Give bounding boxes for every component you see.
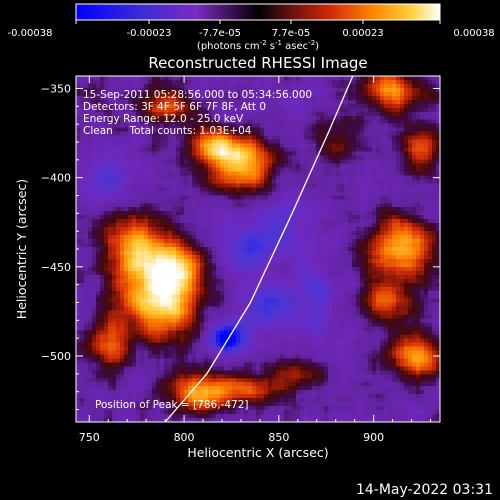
colorbar-unit-label: (photons cm-2 s-1 asec-2): [197, 39, 319, 52]
colorbar-tick-label: 0.00023: [342, 28, 383, 39]
info-energy-range: Energy Range: 12.0 - 25.0 keV: [83, 113, 244, 125]
chart-title: Reconstructed RHESSI Image: [148, 54, 367, 72]
x-tick-label: 750: [79, 431, 100, 444]
y-axis: −350 −400 −450 −500: [41, 82, 440, 411]
colorbar-tick-label: 0.00038: [453, 28, 494, 39]
y-tick-label: −350: [41, 82, 71, 95]
info-detectors: Detectors: 3F 4F 5F 6F 7F 8F, Att 0: [83, 101, 266, 113]
x-tick-label: 900: [363, 431, 384, 444]
info-time-range: 15-Sep-2011 05:28:56.000 to 05:34:56.000: [83, 89, 312, 101]
solar-limb-curve: [164, 76, 354, 422]
footer-date: 14-May-2022 03:31: [356, 482, 493, 498]
info-overlay: 15-Sep-2011 05:28:56.000 to 05:34:56.000…: [83, 89, 312, 411]
x-tick-label: 850: [268, 431, 289, 444]
x-axis: 750 800 850 900: [79, 76, 432, 444]
peak-position-label: Position of Peak = [786,-472]: [95, 399, 249, 411]
y-tick-label: −400: [41, 172, 71, 185]
x-axis-label: Heliocentric X (arcsec): [187, 445, 328, 460]
colorbar-gradient: [75, 3, 441, 21]
colorbar-tick-label: -7.7e-05: [199, 28, 241, 39]
colorbar-tick-label: -0.00038: [8, 28, 53, 39]
info-clean-counts: Clean Total counts: 1.03E+04: [83, 125, 252, 137]
colorbar-tickmarks: [75, 20, 441, 24]
colorbar-tick-label: -0.00023: [127, 28, 172, 39]
colorbar: -0.00038 -0.00023 -7.7e-05 7.7e-05 0.000…: [8, 3, 495, 52]
y-axis-label: Heliocentric Y (arcsec): [14, 179, 29, 319]
colorbar-tick-label: 7.7e-05: [272, 28, 310, 39]
y-tick-label: −500: [41, 350, 71, 363]
x-tick-label: 800: [174, 431, 195, 444]
heatmap-image: [76, 76, 440, 422]
y-tick-label: −450: [41, 261, 71, 274]
